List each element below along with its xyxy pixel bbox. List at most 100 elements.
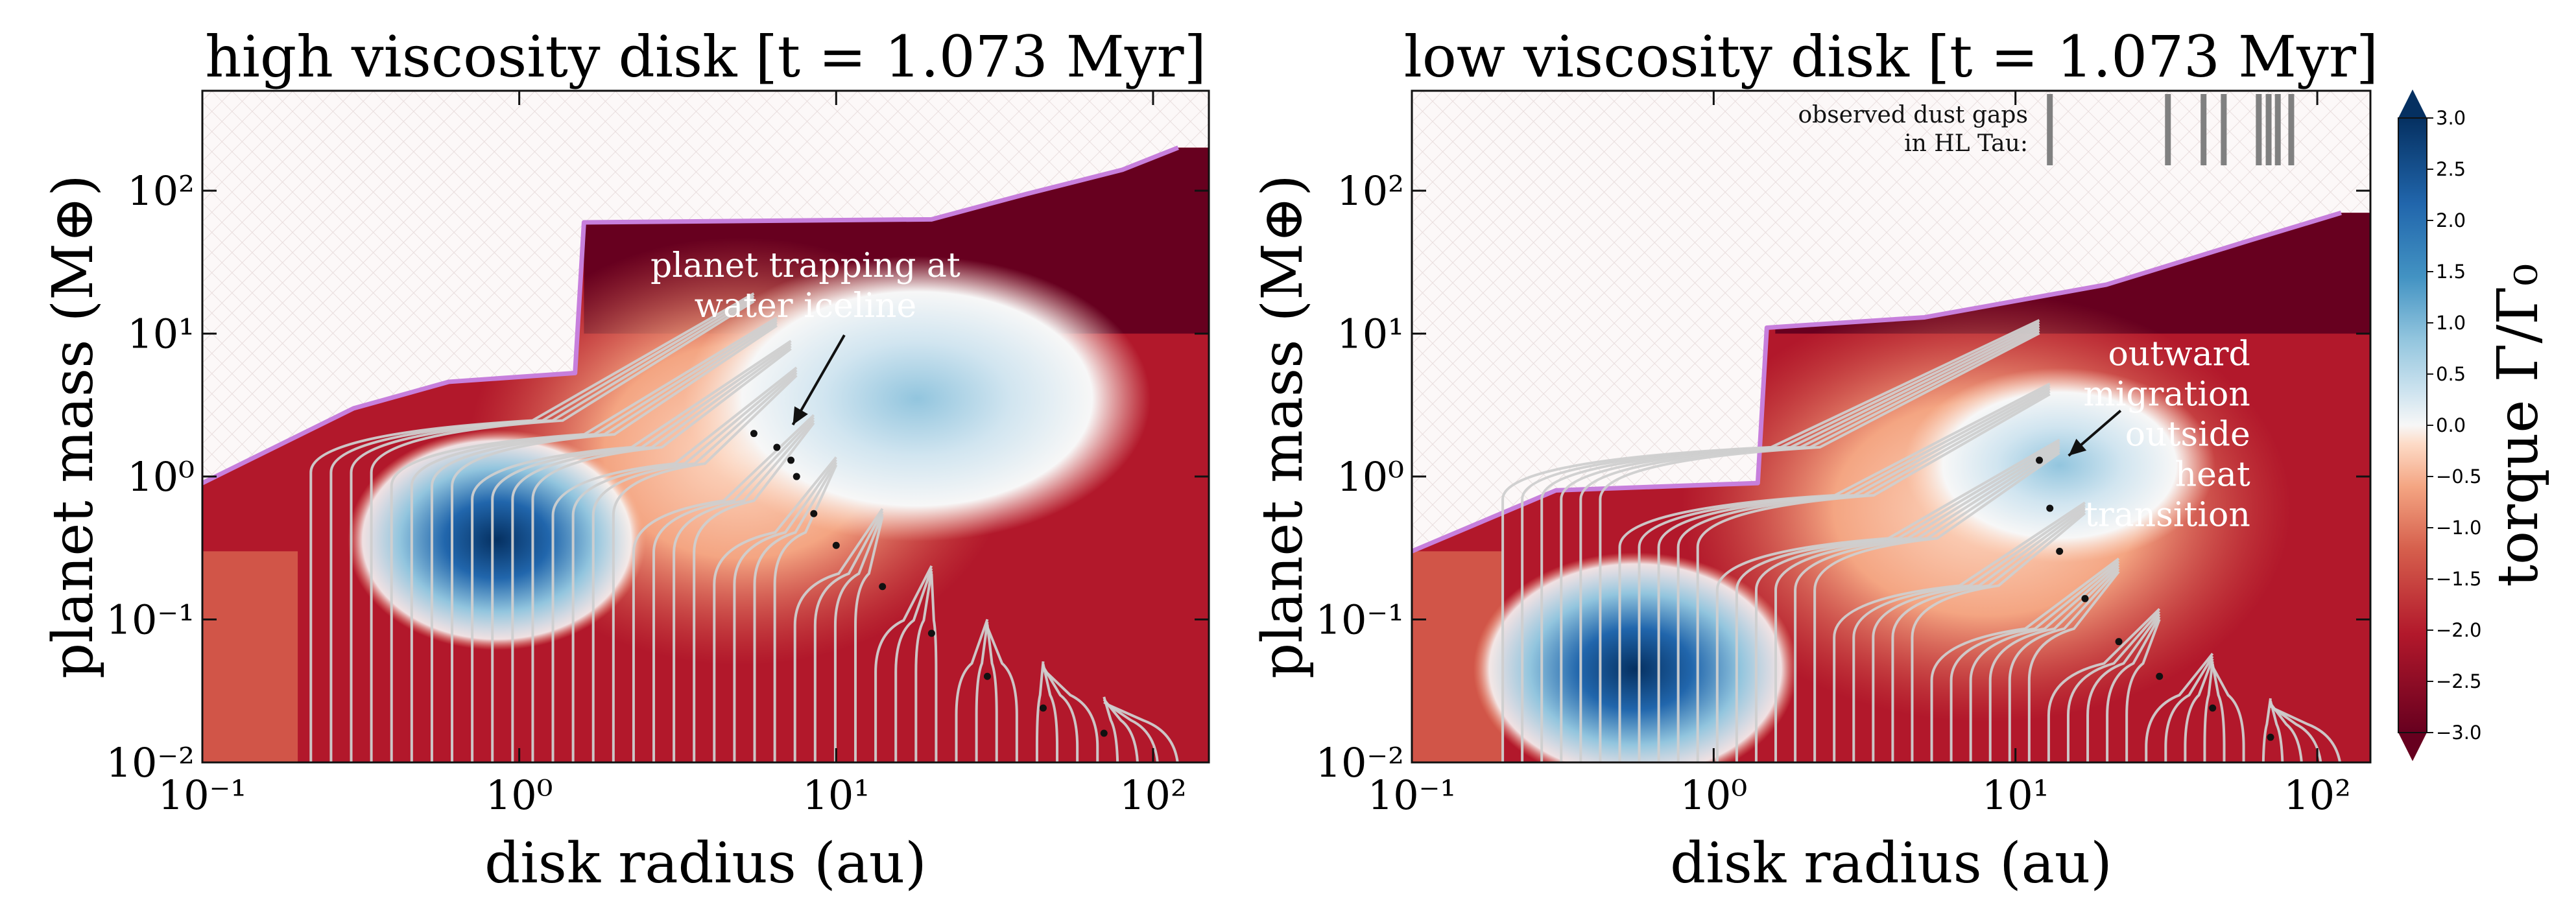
migration-track <box>491 342 792 762</box>
migration-track <box>471 340 792 762</box>
migration-track <box>1107 703 1180 762</box>
annotation-text: in HL Tau: <box>1904 130 2028 157</box>
planet-dot <box>879 583 887 591</box>
planet-dot <box>2267 733 2274 741</box>
y-tick-label: 10² <box>127 167 195 215</box>
x-axis-label: disk radius (au) <box>1670 831 2112 896</box>
migration-track <box>1852 504 2086 762</box>
colorbar-tick-label: 2.5 <box>2436 158 2466 180</box>
migration-track <box>612 374 798 762</box>
migration-track <box>1774 446 2060 762</box>
y-tick-label: 10⁻² <box>1316 739 1404 786</box>
migration-track <box>1035 661 1045 762</box>
migration-track <box>1696 393 2051 762</box>
migration-track <box>854 516 884 762</box>
migration-track <box>833 513 884 762</box>
colorbar-tick-label: −2.0 <box>2436 619 2481 641</box>
planet-dot <box>2036 456 2044 464</box>
migration-track <box>531 347 792 762</box>
planet-dot <box>832 541 840 549</box>
migration-track <box>986 626 1018 762</box>
migration-track <box>773 464 838 762</box>
migration-track <box>2269 702 2304 762</box>
migration-track <box>652 416 815 762</box>
colorbar-gradient <box>2398 117 2427 733</box>
migration-track <box>370 300 755 762</box>
planet-dot <box>773 443 781 451</box>
migration-track <box>1833 501 2086 762</box>
migration-track <box>1103 696 1119 762</box>
migration-track <box>914 571 933 762</box>
migration-track <box>571 369 798 762</box>
migration-track <box>2211 663 2226 762</box>
y-tick-label: 10² <box>1337 167 1404 215</box>
colorbar-tick-label: −1.0 <box>2436 517 2481 539</box>
x-axis-label: disk radius (au) <box>484 831 927 896</box>
migration-track <box>1042 666 1079 762</box>
migration-track <box>1813 451 2060 762</box>
colorbar-tick-label: 0.0 <box>2436 414 2466 436</box>
annotation-text: outward <box>2108 335 2250 373</box>
migration-track <box>2066 610 2161 762</box>
annotation-text: water iceline <box>695 287 917 325</box>
annotation-text: planet trapping at <box>650 246 960 285</box>
annotation-arrowhead <box>2068 438 2087 456</box>
migration-track <box>975 622 989 762</box>
planet-dot <box>2209 704 2217 712</box>
colorbar-tick-label: 2.0 <box>2436 209 2466 231</box>
y-tick-label: 10⁻¹ <box>1316 596 1404 644</box>
migration-track <box>2008 568 2120 762</box>
planet-dot <box>2081 594 2089 602</box>
migration-track <box>986 624 998 762</box>
migration-track <box>1103 698 1139 762</box>
migration-track <box>1988 565 2120 762</box>
migration-track <box>2027 571 2120 762</box>
migration-track <box>793 508 884 762</box>
migration-track <box>813 510 884 762</box>
annotation-text: observed dust gaps <box>1798 102 2027 128</box>
axes-frame <box>1411 89 2372 764</box>
colorbar-tick-label: −0.5 <box>2436 465 2481 488</box>
migration-tracks <box>1501 319 2343 762</box>
isolation-mass-curve <box>201 145 1179 486</box>
axes-frame <box>201 89 1210 764</box>
annotation-text: heat <box>2175 455 2250 494</box>
migration-track <box>1969 563 2120 762</box>
planet-dot <box>2115 638 2123 646</box>
migration-track <box>451 324 778 762</box>
colorbar-bottom-extension <box>2398 733 2427 761</box>
isolation-mass-curve <box>1411 210 2342 554</box>
colorbar-tick-label: 0.5 <box>2436 363 2466 385</box>
planet-dot <box>750 430 757 438</box>
annotation-text: transition <box>2084 495 2250 534</box>
y-axis-label: planet mass (M⊕) <box>41 174 106 679</box>
migration-track <box>2184 658 2214 762</box>
migration-track <box>2269 700 2284 762</box>
planet-dot <box>793 473 800 480</box>
y-tick-label: 10¹ <box>1337 311 1404 358</box>
migration-track <box>1754 443 2060 762</box>
x-tick-label: 10¹ <box>1982 771 2049 819</box>
migration-track <box>2164 655 2214 762</box>
migration-track <box>693 422 815 762</box>
migration-track <box>591 371 798 762</box>
chart-title: high viscosity disk [t = 1.073 Myr] <box>205 23 1206 90</box>
migration-track <box>894 568 933 762</box>
migration-track <box>1599 332 2040 762</box>
x-tick-label: 10⁰ <box>1680 771 1747 819</box>
migration-track <box>713 456 837 762</box>
migration-track <box>1950 560 2120 762</box>
migration-track <box>2086 613 2161 762</box>
migration-track <box>2145 652 2214 762</box>
migration-track <box>2273 707 2343 762</box>
positive-torque-region <box>684 256 1151 542</box>
migration-track <box>1891 509 2086 762</box>
colorbar-tick-label: −1.5 <box>2436 568 2481 590</box>
y-tick-label: 10⁻¹ <box>106 596 195 644</box>
colorbar: −3.0 −2.5 −2.0 −1.5 −1.0 −0.5 0.0 0.5 1.0 1.5 2.0 2… <box>2398 89 2551 761</box>
y-tick-label: 10¹ <box>127 311 195 358</box>
migration-track <box>551 366 798 762</box>
planet-dot <box>2156 672 2164 680</box>
